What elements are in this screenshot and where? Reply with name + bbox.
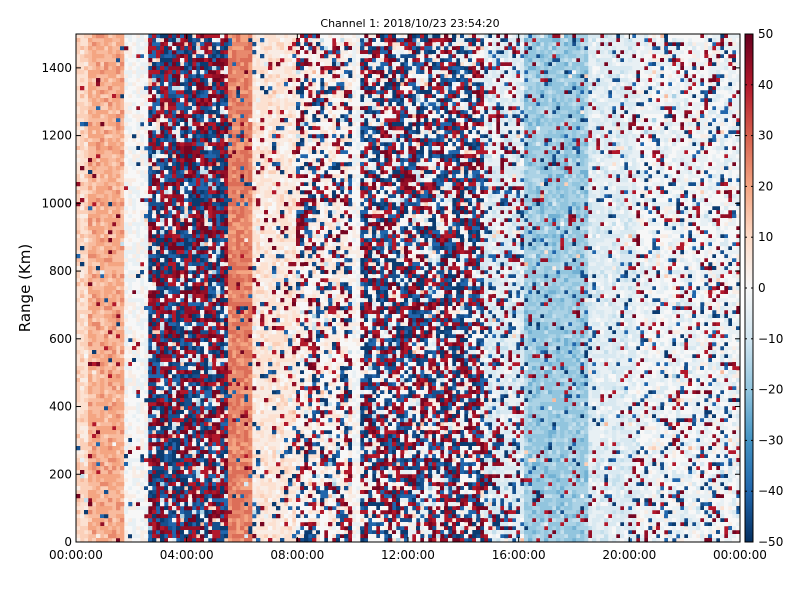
heatmap-cell-group [152, 34, 741, 543]
y-tick-label: 600 [49, 332, 72, 346]
heatmap-cell-group [88, 34, 253, 543]
heatmap-cell-group [76, 34, 741, 543]
colorbar-tick-label: −10 [758, 332, 783, 346]
colorbar-tick-label: 20 [758, 179, 773, 193]
heatmap-cell-group [80, 34, 741, 543]
heatmap-cell-group [80, 34, 741, 543]
y-tick-label: 800 [49, 264, 72, 278]
y-tick-label: 0 [64, 535, 72, 549]
heatmap-cell-group [148, 34, 681, 543]
colorbar-tick-label: −50 [758, 535, 783, 549]
colorbar-tick-label: 10 [758, 230, 773, 244]
heatmap-cell-group [228, 34, 253, 543]
colorbar-tick-label: −30 [758, 433, 783, 447]
colorbar-ticks: 50 40 30 20 10 0 −10 −20 −30 −40 −50 [745, 27, 783, 549]
heatmap-cell-group [76, 34, 741, 543]
chart-title: Channel 1: 2018/10/23 23:54:20 [320, 17, 499, 30]
colorbar-tick-label: 40 [758, 78, 773, 92]
x-tick-label: 00:00:00 [713, 548, 767, 562]
x-tick-label: 08:00:00 [270, 548, 324, 562]
x-tick-label: 12:00:00 [381, 548, 435, 562]
x-tick-label: 04:00:00 [160, 548, 214, 562]
y-tick-label: 200 [49, 467, 72, 481]
colorbar-tick-label: −40 [758, 484, 783, 498]
x-tick-label: 20:00:00 [602, 548, 656, 562]
heatmap-cell-group [84, 34, 741, 543]
x-tick-label: 16:00:00 [492, 548, 546, 562]
x-axis: 00:00:00 04:00:00 08:00:00 12:00:00 16:00:00… [49, 34, 767, 562]
y-axis: 0 200 400 600 800 1000 1200 1400 [41, 61, 740, 549]
y-tick-label: 400 [49, 400, 72, 414]
heatmap-cells [76, 34, 741, 543]
y-tick-label: 1200 [41, 129, 72, 143]
colorbar-tick-label: 50 [758, 27, 773, 41]
y-axis-label: Range (Km) [16, 244, 34, 332]
colorbar-tick-label: −20 [758, 383, 783, 397]
y-tick-label: 1400 [41, 61, 72, 75]
colorbar-tick-label: 30 [758, 129, 773, 143]
heatmap-cell-group [524, 34, 589, 543]
x-tick-label: 00:00:00 [49, 548, 103, 562]
colorbar-tick-label: 0 [758, 281, 766, 295]
y-tick-label: 1000 [41, 196, 72, 210]
